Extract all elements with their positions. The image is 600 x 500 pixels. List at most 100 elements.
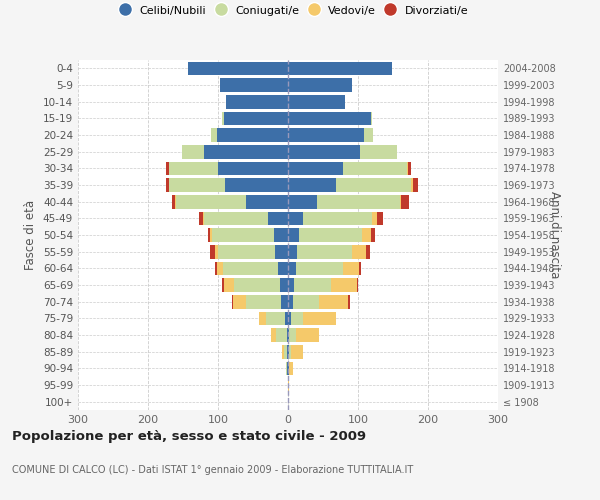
Bar	[275, 245, 288, 258]
Bar	[266, 312, 285, 325]
Bar	[401, 195, 409, 208]
Text: Femmine: Femmine	[0, 499, 1, 500]
Bar	[295, 278, 331, 292]
Bar	[288, 312, 291, 325]
Bar	[319, 295, 348, 308]
Bar	[169, 178, 225, 192]
Bar	[286, 362, 287, 375]
Bar	[304, 212, 372, 225]
Bar	[343, 162, 407, 175]
Bar	[188, 62, 288, 75]
Bar	[208, 228, 210, 242]
Bar	[359, 262, 361, 275]
Bar	[280, 278, 288, 292]
Bar	[224, 278, 234, 292]
Bar	[288, 62, 392, 75]
Bar	[268, 212, 288, 225]
Bar	[204, 212, 268, 225]
Bar	[288, 78, 352, 92]
Bar	[215, 245, 218, 258]
Bar	[277, 262, 288, 275]
Bar	[331, 278, 356, 292]
Bar	[287, 345, 288, 358]
Bar	[182, 145, 204, 158]
Bar	[274, 228, 288, 242]
Bar	[166, 162, 169, 175]
Bar	[288, 212, 304, 225]
Bar	[371, 112, 372, 125]
Bar	[348, 295, 350, 308]
Bar	[246, 295, 281, 308]
Bar	[288, 95, 346, 108]
Bar	[176, 195, 246, 208]
Bar	[217, 128, 288, 142]
Bar	[246, 195, 288, 208]
Bar	[223, 262, 277, 275]
Bar	[226, 95, 288, 108]
Bar	[366, 245, 370, 258]
Bar	[172, 195, 175, 208]
Bar	[288, 345, 289, 358]
Bar	[287, 328, 288, 342]
Bar	[225, 178, 288, 192]
Bar	[288, 112, 371, 125]
Bar	[299, 228, 362, 242]
Bar	[224, 112, 288, 125]
Bar	[288, 228, 299, 242]
Bar	[289, 328, 296, 342]
Bar	[222, 112, 224, 125]
Bar	[288, 145, 360, 158]
Bar	[411, 178, 413, 192]
Bar	[220, 78, 288, 92]
Bar	[288, 362, 289, 375]
Bar	[407, 162, 408, 175]
Bar	[232, 295, 233, 308]
Bar	[288, 278, 295, 292]
Bar	[212, 228, 274, 242]
Bar	[284, 345, 287, 358]
Bar	[166, 178, 169, 192]
Bar	[259, 312, 266, 325]
Bar	[234, 278, 280, 292]
Bar	[218, 245, 275, 258]
Bar	[356, 278, 358, 292]
Bar	[371, 228, 375, 242]
Bar	[297, 245, 352, 258]
Bar	[175, 195, 176, 208]
Bar	[218, 162, 288, 175]
Bar	[296, 262, 343, 275]
Bar	[343, 262, 359, 275]
Bar	[169, 162, 218, 175]
Bar	[204, 145, 288, 158]
Bar	[199, 212, 203, 225]
Bar	[222, 278, 224, 292]
Bar	[335, 178, 411, 192]
Bar	[288, 162, 343, 175]
Text: COMUNE DI CALCO (LC) - Dati ISTAT 1° gennaio 2009 - Elaborazione TUTTITALIA.IT: COMUNE DI CALCO (LC) - Dati ISTAT 1° gen…	[12, 465, 413, 475]
Bar	[233, 295, 246, 308]
Bar	[211, 128, 217, 142]
Bar	[291, 312, 303, 325]
Bar	[296, 328, 319, 342]
Bar	[400, 195, 401, 208]
Bar	[293, 295, 319, 308]
Bar	[372, 212, 377, 225]
Bar	[303, 312, 337, 325]
Bar	[281, 295, 288, 308]
Bar	[377, 212, 383, 225]
Bar	[203, 212, 204, 225]
Bar	[364, 128, 373, 142]
Bar	[288, 328, 289, 342]
Text: Maschi: Maschi	[0, 499, 1, 500]
Bar	[289, 362, 293, 375]
Bar	[289, 345, 291, 358]
Bar	[210, 228, 212, 242]
Bar	[288, 378, 289, 392]
Bar	[288, 262, 296, 275]
Bar	[288, 178, 335, 192]
Bar	[285, 312, 288, 325]
Bar	[271, 328, 276, 342]
Bar	[362, 228, 371, 242]
Bar	[217, 262, 223, 275]
Bar	[360, 145, 397, 158]
